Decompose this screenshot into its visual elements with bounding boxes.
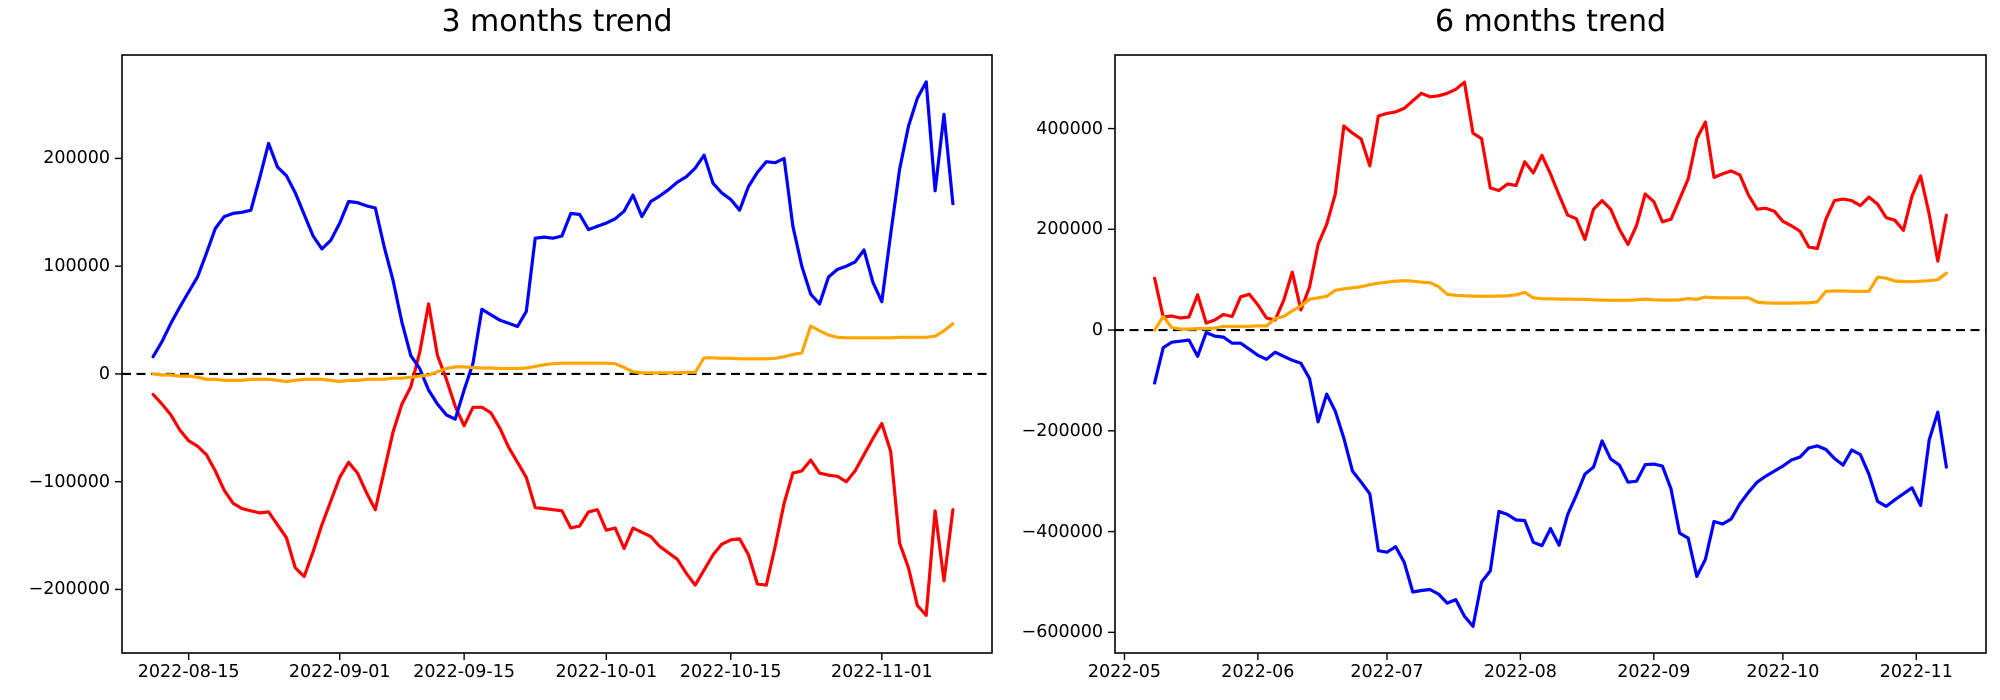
y-tick-label: 200000 [1036, 219, 1103, 240]
x-tick-label: 2022-06 [1221, 662, 1295, 682]
x-tick-label: 2022-09 [1617, 662, 1691, 682]
six-months-trend-orange-line [1152, 271, 1949, 332]
x-tick-label: 2022-07 [1350, 662, 1424, 682]
six-months-trend-blue-line [1152, 331, 1949, 628]
six-months-trend-plot-border [1114, 54, 1987, 654]
x-tick-label: 2022-10 [1746, 662, 1820, 682]
x-tick-label: 2022-08 [1483, 662, 1557, 682]
y-tick-label: 200000 [43, 148, 110, 169]
y-tick-label: 400000 [1036, 118, 1103, 139]
left-chart-title: 3 months trend [441, 4, 673, 39]
y-tick-label: 0 [98, 363, 110, 384]
six-months-trend-red-line [1152, 80, 1949, 325]
right-chart-title: 6 months trend [1434, 4, 1667, 39]
y-tick-label: −400000 [1021, 521, 1103, 542]
x-tick-label: 2022-11-01 [830, 662, 933, 682]
x-tick-label: 2022-09-15 [413, 662, 515, 682]
y-tick-label: 100000 [43, 256, 110, 277]
three-months-trend-red-line [151, 302, 955, 617]
y-tick-label: −200000 [1021, 420, 1103, 441]
three-months-trend-blue-line [151, 80, 955, 421]
three-months-trend-orange-line [151, 322, 955, 384]
x-tick-label: 2022-09-01 [288, 662, 391, 682]
x-tick-label: 2022-10-01 [555, 662, 658, 682]
x-tick-label: 2022-11 [1879, 662, 1953, 682]
x-tick-label: 2022-10-15 [679, 662, 782, 682]
y-tick-label: 0 [1091, 320, 1103, 341]
y-tick-label: −100000 [28, 471, 110, 492]
x-tick-label: 2022-05 [1087, 662, 1162, 682]
three-months-trend-plot-border [121, 54, 993, 654]
y-tick-label: −600000 [1021, 622, 1103, 643]
x-tick-label: 2022-08-15 [137, 662, 240, 682]
y-tick-label: −200000 [28, 579, 110, 600]
